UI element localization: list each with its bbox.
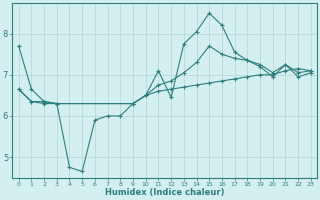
X-axis label: Humidex (Indice chaleur): Humidex (Indice chaleur) [105,188,225,197]
